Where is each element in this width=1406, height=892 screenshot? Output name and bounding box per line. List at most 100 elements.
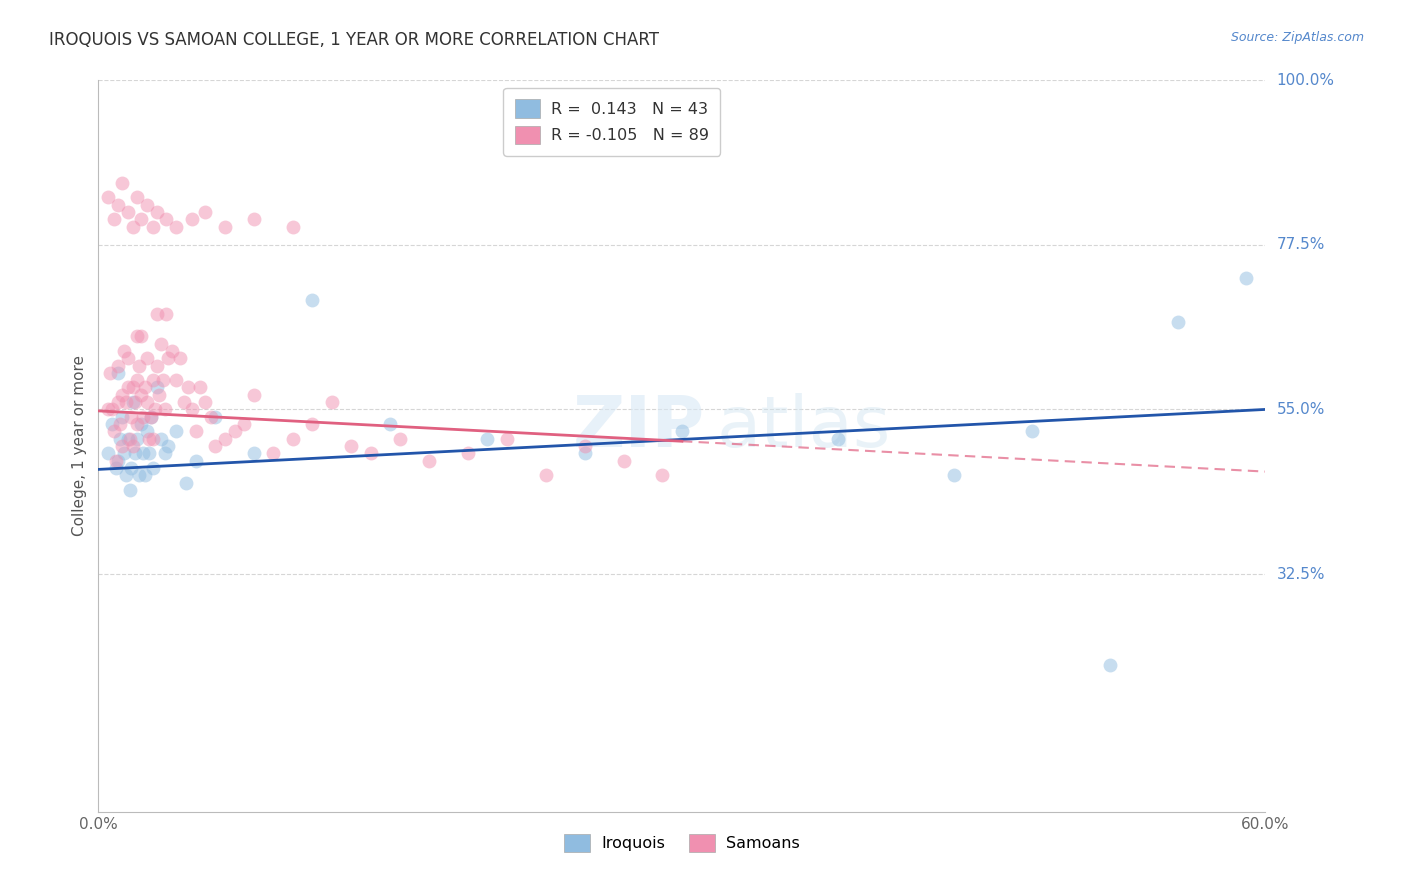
Point [194,395,217,409]
Point [457,446,479,460]
Point [188,380,211,394]
Point [146,380,169,394]
Point [107,359,129,373]
Point [574,439,596,453]
Point [496,432,519,446]
Point [301,417,323,431]
Point [143,402,166,417]
Point [1021,425,1043,439]
Point [146,359,169,373]
Point [148,388,170,402]
Point [104,461,127,475]
Point [117,205,139,219]
Point [101,402,124,417]
Point [139,409,162,424]
Point [142,219,165,234]
Point [388,432,411,446]
Point [112,446,135,460]
Point [127,329,149,343]
Point [129,329,152,343]
Point [1167,315,1189,329]
Point [127,417,149,431]
Point [136,197,159,211]
Point [671,425,693,439]
Point [651,468,673,483]
Point [129,388,152,402]
Point [204,439,226,453]
Point [98,366,121,380]
Point [127,432,149,446]
Point [138,432,160,446]
Point [243,212,266,227]
Point [97,446,120,460]
Point [281,432,304,446]
Point [180,402,202,417]
Point [138,446,160,460]
Point [104,453,127,467]
Point [157,439,180,453]
Point [157,351,180,366]
Point [107,395,129,409]
Point [134,380,156,394]
Point [149,336,172,351]
Point [360,446,382,460]
Point [117,380,139,394]
Point [108,432,131,446]
Point [153,446,176,460]
Point [101,417,124,431]
Point [204,409,226,424]
Y-axis label: College, 1 year or more: College, 1 year or more [72,356,87,536]
Text: Source: ZipAtlas.com: Source: ZipAtlas.com [1230,31,1364,45]
Point [103,425,125,439]
Point [281,219,304,234]
Text: 100.0%: 100.0% [1277,73,1334,87]
Point [142,373,165,387]
Point [122,395,145,409]
Point [243,388,266,402]
Point [122,439,145,453]
Point [132,409,155,424]
Point [194,205,217,219]
Point [107,453,129,467]
Point [301,293,323,307]
Point [117,432,139,446]
Point [1098,658,1121,673]
Text: 32.5%: 32.5% [1277,566,1324,582]
Point [321,395,343,409]
Point [127,373,149,387]
Point [477,432,499,446]
Point [180,212,202,227]
Point [418,453,440,467]
Point [613,453,636,467]
Point [155,307,177,321]
Point [114,395,136,409]
Point [380,417,402,431]
Point [184,453,207,467]
Point [128,468,150,483]
Point [111,388,134,402]
Point [136,351,159,366]
Point [117,351,139,366]
Point [127,190,149,204]
Point [146,205,169,219]
Point [108,417,131,431]
Point [111,439,134,453]
Point [114,468,136,483]
Point [136,425,159,439]
Point [177,380,200,394]
Point [128,359,150,373]
Point [103,212,125,227]
Point [97,190,120,204]
Point [184,425,207,439]
Legend: Iroquois, Samoans: Iroquois, Samoans [558,828,806,859]
Point [142,432,165,446]
Point [139,409,162,424]
Point [149,432,172,446]
Point [118,432,141,446]
Point [534,468,557,483]
Point [136,395,159,409]
Point [134,468,156,483]
Point [200,409,222,424]
Point [340,439,363,453]
Point [129,212,152,227]
